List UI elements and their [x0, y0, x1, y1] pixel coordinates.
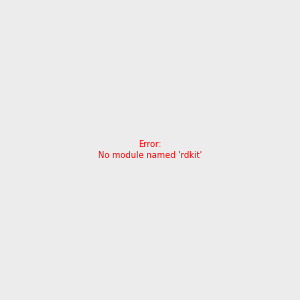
Text: Error:
No module named 'rdkit': Error: No module named 'rdkit' [98, 140, 202, 160]
